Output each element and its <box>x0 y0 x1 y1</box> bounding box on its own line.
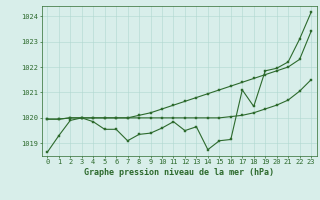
X-axis label: Graphe pression niveau de la mer (hPa): Graphe pression niveau de la mer (hPa) <box>84 168 274 177</box>
